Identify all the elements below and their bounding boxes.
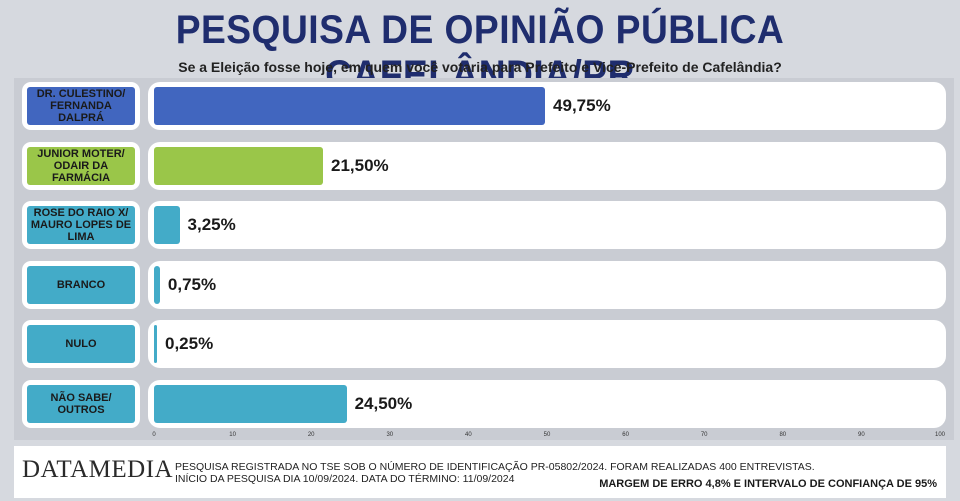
bar xyxy=(154,384,347,423)
category-label: NÃO SABE/OUTROS xyxy=(27,384,135,423)
datamedia-logo: DATAMEDIA xyxy=(22,456,174,483)
x-tick-label: 0 xyxy=(152,432,156,438)
x-tick-label: 60 xyxy=(622,432,629,438)
category-label-line: NULO xyxy=(65,338,97,350)
category-label-line: MAURO LOPES DE LIMA xyxy=(30,219,132,243)
chart-panel: DR. CULESTINO/FERNANDA DALPRÁ 49,75% JUNIO… xyxy=(14,78,954,440)
x-tick-label: 50 xyxy=(543,432,551,438)
page-title: PESQUISA DE OPINIÃO PÚBLICA CAFELÂNDIA/P… xyxy=(175,8,785,97)
bar-track: 21,50% xyxy=(148,141,946,190)
category-label-box: NÃO SABE/OUTROS xyxy=(22,379,140,428)
footer-margin-note: MARGEM DE ERRO 4,8% E INTERVALO DE CONFI… xyxy=(599,478,937,490)
category-label-box: JUNIOR MOTER/ODAIR DA FARMÁCIA xyxy=(22,141,140,190)
category-label-box: DR. CULESTINO/FERNANDA DALPRÁ xyxy=(22,82,140,130)
bar-value-label: 0,25% xyxy=(165,334,214,353)
bar-value-label: 49,75% xyxy=(553,96,611,115)
bar-value-label: 21,50% xyxy=(330,155,389,175)
category-label: NULO xyxy=(27,325,135,363)
category-label-line: JUNIOR MOTER/ xyxy=(37,147,125,160)
x-tick-label: 40 xyxy=(465,432,472,438)
bar-track: 49,75% xyxy=(148,82,946,130)
category-label-box: ROSE DO RAIO X/MAURO LOPES DE LIMA xyxy=(22,201,140,249)
bar-value-label: 0,75% xyxy=(167,274,217,294)
category-label-line: DR. CULESTINO/ xyxy=(36,88,126,100)
bar-value-label: 24,50% xyxy=(354,393,413,413)
bar xyxy=(154,87,546,125)
x-tick-label: 70 xyxy=(700,432,708,438)
x-tick-label: 90 xyxy=(858,432,865,438)
x-tick-label: 30 xyxy=(386,432,394,438)
bar xyxy=(154,325,157,363)
x-tick-label: 100 xyxy=(934,432,946,438)
category-label-line: OUTROS xyxy=(57,403,105,416)
category-label: BRANCO xyxy=(27,265,135,304)
category-label: JUNIOR MOTER/ODAIR DA FARMÁCIA xyxy=(27,146,135,185)
category-label-line: NÃO SABE/ xyxy=(50,391,112,404)
category-label-line: ODAIR DA FARMÁCIA xyxy=(51,159,111,184)
page-subtitle: Se a Eleição fosse hoje, em quem você vo… xyxy=(178,59,782,75)
bar xyxy=(154,265,160,304)
category-label: DR. CULESTINO/FERNANDA DALPRÁ xyxy=(27,87,135,125)
category-label-line: ROSE DO RAIO X/ xyxy=(33,207,129,219)
category-label-box: BRANCO xyxy=(22,260,140,309)
x-tick-label: 20 xyxy=(307,432,315,438)
footer: DATAMEDIA PESQUISA REGISTRADA NO TSE SOB… xyxy=(14,446,946,498)
x-tick-label: 80 xyxy=(779,432,787,438)
category-label-line: BRANCO xyxy=(56,278,106,291)
bar xyxy=(154,206,180,244)
bar-value-label: 3,25% xyxy=(187,215,236,234)
category-label-box: NULO xyxy=(22,320,140,368)
footer-dates-note: INÍCIO DA PESQUISA DIA 10/09/2024. DATA … xyxy=(175,473,515,485)
bar-track: 3,25% xyxy=(148,201,946,249)
category-label: ROSE DO RAIO X/MAURO LOPES DE LIMA xyxy=(27,206,135,244)
x-tick-label: 10 xyxy=(229,432,236,438)
bar xyxy=(154,146,323,185)
footer-registration-note: PESQUISA REGISTRADA NO TSE SOB O NÚMERO … xyxy=(175,461,815,473)
bar-track: 0,25% xyxy=(148,320,946,368)
bar-track: 0,75% xyxy=(148,260,946,309)
bar-track: 24,50% xyxy=(148,379,946,428)
category-label-line: FERNANDA DALPRÁ xyxy=(50,100,112,124)
